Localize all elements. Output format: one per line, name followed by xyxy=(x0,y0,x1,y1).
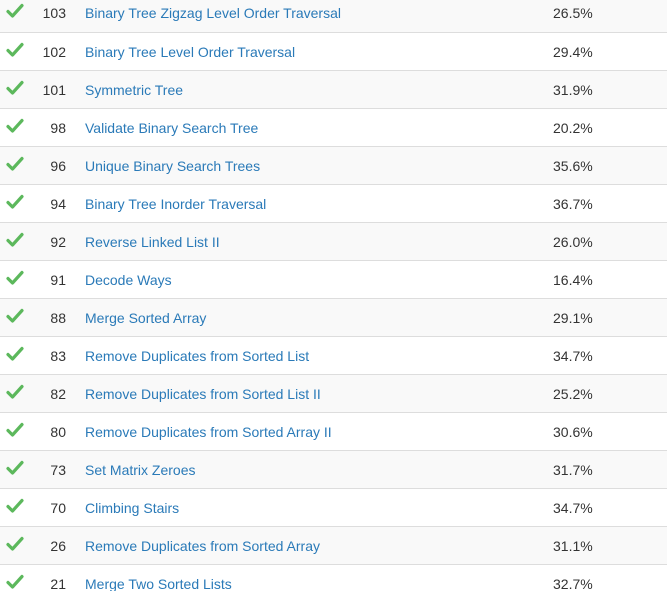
table-row: 98 Validate Binary Search Tree 20.2% xyxy=(0,108,667,146)
table-row: 88 Merge Sorted Array 29.1% xyxy=(0,298,667,336)
table-row: 21 Merge Two Sorted Lists 32.7% xyxy=(0,564,667,591)
problem-title-link[interactable]: Remove Duplicates from Sorted List xyxy=(85,348,310,364)
check-icon xyxy=(6,573,24,591)
problem-title-link[interactable]: Reverse Linked List II xyxy=(85,234,220,250)
acceptance-rate: 16.4% xyxy=(553,272,593,288)
table-row: 103 Binary Tree Zigzag Level Order Traver… xyxy=(0,0,667,32)
acceptance-rate: 26.0% xyxy=(553,234,593,250)
table-row: 83 Remove Duplicates from Sorted List 34.7… xyxy=(0,336,667,374)
problem-title-link[interactable]: Climbing Stairs xyxy=(85,500,180,516)
table-row: 82 Remove Duplicates from Sorted List II 2… xyxy=(0,374,667,412)
acceptance-rate: 35.6% xyxy=(553,158,593,174)
problem-title-link[interactable]: Unique Binary Search Trees xyxy=(85,158,261,174)
problem-number: 101 xyxy=(42,82,66,98)
problem-title-link[interactable]: Set Matrix Zeroes xyxy=(85,462,196,478)
check-icon xyxy=(6,79,24,97)
problem-number: 26 xyxy=(50,538,66,554)
problem-number: 83 xyxy=(50,348,66,364)
problem-number: 80 xyxy=(50,424,66,440)
problem-number: 96 xyxy=(50,158,66,174)
problem-title-link[interactable]: Symmetric Tree xyxy=(85,82,184,98)
check-icon xyxy=(6,459,24,477)
problem-number: 70 xyxy=(50,500,66,516)
check-icon xyxy=(6,41,24,59)
check-icon xyxy=(6,231,24,249)
check-icon xyxy=(6,117,24,135)
check-icon xyxy=(6,193,24,211)
problem-number: 82 xyxy=(50,386,66,402)
problem-title-link[interactable]: Decode Ways xyxy=(85,272,172,288)
problem-number: 103 xyxy=(42,5,66,21)
problem-title-link[interactable]: Binary Tree Level Order Traversal xyxy=(85,44,296,60)
problem-title-link[interactable]: Remove Duplicates from Sorted Array II xyxy=(85,424,332,440)
check-icon xyxy=(6,535,24,553)
acceptance-rate: 31.1% xyxy=(553,538,593,554)
problem-title-link[interactable]: Validate Binary Search Tree xyxy=(85,120,259,136)
acceptance-rate: 30.6% xyxy=(553,424,593,440)
check-icon xyxy=(6,497,24,515)
check-icon xyxy=(6,269,24,287)
problem-number: 91 xyxy=(50,272,66,288)
acceptance-rate: 36.7% xyxy=(553,196,593,212)
table-row: 92 Reverse Linked List II 26.0% xyxy=(0,222,667,260)
problem-number: 98 xyxy=(50,120,66,136)
table-row: 91 Decode Ways 16.4% xyxy=(0,260,667,298)
problem-number: 94 xyxy=(50,196,66,212)
acceptance-rate: 34.7% xyxy=(553,500,593,516)
table-row: 70 Climbing Stairs 34.7% xyxy=(0,488,667,526)
table-row: 80 Remove Duplicates from Sorted Array II… xyxy=(0,412,667,450)
problem-title-link[interactable]: Remove Duplicates from Sorted Array xyxy=(85,538,320,554)
check-icon xyxy=(6,307,24,325)
problem-title-link[interactable]: Binary Tree Inorder Traversal xyxy=(85,196,267,212)
acceptance-rate: 31.7% xyxy=(553,462,593,478)
acceptance-rate: 29.1% xyxy=(553,310,593,326)
problem-title-link[interactable]: Merge Two Sorted Lists xyxy=(85,576,232,591)
check-icon xyxy=(6,345,24,363)
problem-title-link[interactable]: Merge Sorted Array xyxy=(85,310,207,326)
table-row: 73 Set Matrix Zeroes 31.7% xyxy=(0,450,667,488)
problem-number: 102 xyxy=(42,44,66,60)
problem-title-link[interactable]: Remove Duplicates from Sorted List II xyxy=(85,386,321,402)
acceptance-rate: 25.2% xyxy=(553,386,593,402)
table-row: 102 Binary Tree Level Order Traversal 29.4… xyxy=(0,32,667,70)
acceptance-rate: 26.5% xyxy=(553,5,593,21)
acceptance-rate: 32.7% xyxy=(553,576,593,591)
acceptance-rate: 34.7% xyxy=(553,348,593,364)
table-row: 96 Unique Binary Search Trees 35.6% xyxy=(0,146,667,184)
acceptance-rate: 20.2% xyxy=(553,120,593,136)
check-icon xyxy=(6,2,24,20)
problem-number: 21 xyxy=(50,576,66,591)
acceptance-rate: 29.4% xyxy=(553,44,593,60)
check-icon xyxy=(6,383,24,401)
table-row: 101 Symmetric Tree 31.9% xyxy=(0,70,667,108)
problem-number: 73 xyxy=(50,462,66,478)
check-icon xyxy=(6,421,24,439)
table-row: 26 Remove Duplicates from Sorted Array 31.… xyxy=(0,526,667,564)
acceptance-rate: 31.9% xyxy=(553,82,593,98)
problem-number: 92 xyxy=(50,234,66,250)
problem-title-link[interactable]: Binary Tree Zigzag Level Order Traversal xyxy=(85,5,341,21)
table-row: 94 Binary Tree Inorder Traversal 36.7% xyxy=(0,184,667,222)
check-icon xyxy=(6,155,24,173)
problem-number: 88 xyxy=(50,310,66,326)
